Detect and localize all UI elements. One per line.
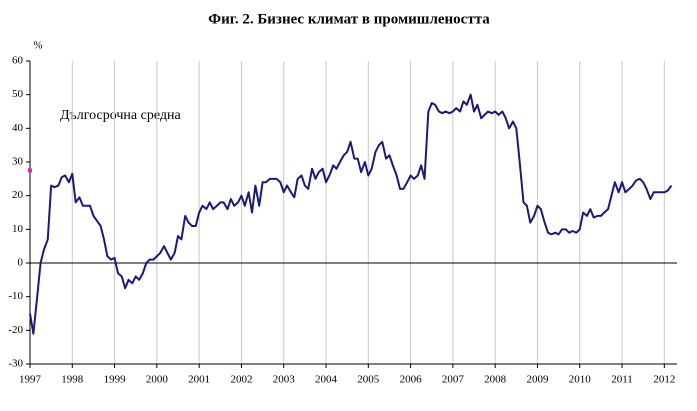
x-tick-label: 2010 bbox=[569, 374, 592, 386]
y-tick-label: -20 bbox=[8, 324, 23, 336]
x-tick-label: 2004 bbox=[315, 374, 338, 386]
chart-title: Фиг. 2. Бизнес климат в промишлеността bbox=[208, 11, 490, 27]
y-tick-label: 40 bbox=[12, 122, 24, 134]
y-tick-label: 10 bbox=[12, 223, 24, 235]
data-line bbox=[29, 93, 673, 335]
x-tick-label: 2012 bbox=[653, 374, 675, 386]
x-tick-label: 2005 bbox=[357, 374, 380, 386]
y-tick-label: 30 bbox=[12, 156, 24, 168]
x-tick-label: 2007 bbox=[442, 374, 465, 386]
x-tick-label: 1998 bbox=[61, 374, 84, 386]
x-tick-label: 2003 bbox=[273, 374, 296, 386]
x-tick-label: 2002 bbox=[230, 374, 252, 386]
y-tick-label: 0 bbox=[18, 257, 24, 269]
y-tick-label: -10 bbox=[8, 290, 23, 302]
x-tick-label: 1999 bbox=[104, 374, 127, 386]
average-marker bbox=[28, 168, 32, 173]
y-tick-label: 20 bbox=[12, 189, 24, 201]
x-tick-label: 2011 bbox=[611, 374, 633, 386]
x-tick-label: 2000 bbox=[146, 374, 169, 386]
x-tick-label: 2001 bbox=[188, 374, 210, 386]
y-tick-label: -30 bbox=[8, 358, 23, 370]
x-tick-label: 2006 bbox=[400, 374, 423, 386]
y-tick-label: 60 bbox=[12, 55, 24, 67]
y-tick-label: 50 bbox=[12, 88, 24, 100]
x-tick-label: 1997 bbox=[19, 374, 42, 386]
x-tick-label: 2008 bbox=[484, 374, 507, 386]
annotation: Дългосрочна средна bbox=[60, 108, 181, 123]
x-tick-label: 2009 bbox=[526, 374, 549, 386]
y-axis-label: % bbox=[33, 40, 42, 52]
